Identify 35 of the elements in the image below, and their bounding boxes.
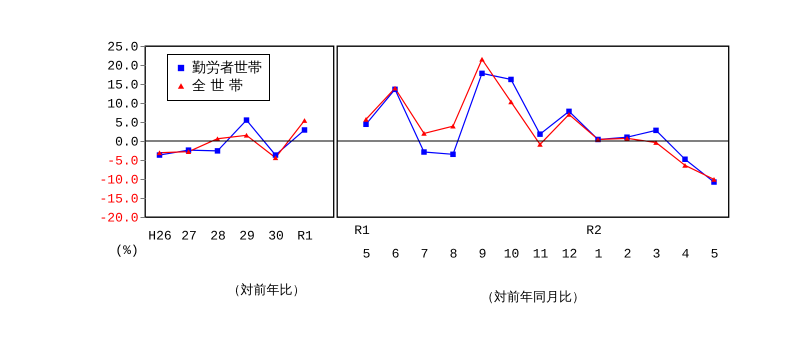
x-tick-label: 11 <box>532 246 548 262</box>
y-tick-label: -15.0 <box>99 192 138 206</box>
y-tick-label: 25.0 <box>107 40 138 54</box>
x-tick-label: 1 <box>594 246 603 262</box>
y-tick-label: -10.0 <box>99 172 138 188</box>
x-tick-label: 5 <box>362 246 370 262</box>
y-tick-label: -5.0 <box>107 154 138 168</box>
x-tick-label: 5 <box>710 246 718 262</box>
x-tick-label: 30 <box>268 228 284 244</box>
x-tick-label: H26 <box>148 228 172 244</box>
y-tick-label: -20.0 <box>99 210 138 226</box>
x-tick-label: 7 <box>420 246 428 262</box>
x-tick-label: 8 <box>450 246 458 262</box>
x-tick-label: 28 <box>210 228 226 244</box>
x-tick-label: 12 <box>562 246 578 262</box>
text: （対前年比） <box>227 282 306 298</box>
x-tick-label: 27 <box>181 228 197 244</box>
y-tick-label: 20.0 <box>107 58 138 74</box>
x-tick-label: 2 <box>624 246 632 262</box>
y-axis-title: (%) <box>115 243 139 258</box>
x-tick-label: R1 <box>297 228 313 244</box>
x-tick-label: 9 <box>478 246 486 262</box>
y-tick-label: 15.0 <box>107 78 138 92</box>
x-tick-label: 29 <box>239 228 255 244</box>
x-tick-label: 4 <box>682 246 690 262</box>
y-tick-label: 10.0 <box>107 96 138 112</box>
y-tick-label: 0.0 <box>115 134 138 150</box>
text: R2 <box>586 223 602 238</box>
x-tick-label: 6 <box>392 246 400 262</box>
legend-label: 全 世 帯 <box>192 78 243 94</box>
x-tick-label: 3 <box>652 246 660 262</box>
x-tick-label: 10 <box>504 246 520 262</box>
text: （対前年同月比） <box>480 289 585 305</box>
y-tick-label: 5.0 <box>115 116 138 130</box>
legend-label: 勤労者世帯 <box>192 60 262 76</box>
